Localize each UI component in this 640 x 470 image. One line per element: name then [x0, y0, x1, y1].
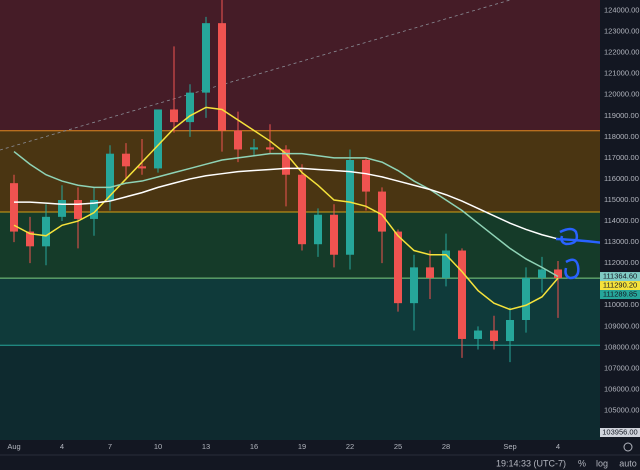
- candle-body: [42, 216, 50, 247]
- zone: [0, 345, 600, 440]
- y-tick-label: 112000.00: [604, 258, 639, 267]
- y-tick-label: 120000.00: [604, 90, 639, 99]
- x-tick-label: 13: [202, 442, 210, 451]
- candle-body: [442, 250, 450, 278]
- y-tick-label: 116000.00: [604, 174, 639, 183]
- price-label-bg: [600, 290, 640, 300]
- price-label-bg: [600, 281, 640, 291]
- y-tick-label: 117000.00: [604, 153, 639, 162]
- candle-body: [170, 109, 178, 123]
- x-tick-label: 4: [60, 442, 64, 451]
- x-tick-label: 4: [556, 442, 560, 451]
- y-tick-label: 124000.00: [604, 6, 639, 15]
- candle-body: [122, 153, 130, 167]
- y-tick-label: 113000.00: [604, 237, 639, 246]
- y-tick-label: 119000.00: [604, 111, 639, 120]
- moving-average: [13, 150, 559, 278]
- zone: [0, 0, 600, 131]
- candle-body: [10, 183, 18, 232]
- y-tick-label: 108000.00: [604, 342, 639, 351]
- candle-body: [362, 160, 370, 192]
- candle-body: [522, 277, 530, 320]
- y-tick-label: 105000.00: [604, 406, 639, 415]
- candle-body: [186, 92, 194, 123]
- settings-icon[interactable]: [623, 442, 633, 452]
- x-tick-label: 7: [108, 442, 112, 451]
- candle-body: [378, 191, 386, 232]
- candle-body: [458, 250, 466, 339]
- y-tick-label: 115000.00: [604, 195, 639, 204]
- price-label: 103956.00: [602, 427, 637, 436]
- y-tick-label: 122000.00: [604, 48, 639, 57]
- clock: 19:14:33 (UTC-7): [496, 458, 566, 468]
- x-tick-label: 25: [394, 442, 402, 451]
- trendline-drawing: [0, 0, 511, 151]
- candle-body: [474, 330, 482, 339]
- candle-body: [218, 23, 226, 131]
- y-tick-label: 106000.00: [604, 384, 639, 393]
- candle-body: [106, 153, 114, 200]
- x-tick-label: 19: [298, 442, 306, 451]
- y-tick-label: 107000.00: [604, 363, 639, 372]
- annotation-loop: [559, 227, 579, 246]
- annotation-loop: [564, 258, 580, 280]
- y-tick-label: 109000.00: [604, 321, 639, 330]
- candle-body: [90, 200, 98, 219]
- x-tick-label: 10: [154, 442, 162, 451]
- y-tick-label: 121000.00: [604, 69, 639, 78]
- y-tick-label: 110000.00: [604, 300, 639, 309]
- candle-body: [74, 200, 82, 219]
- y-tick-label: 118000.00: [604, 132, 639, 141]
- candle-body: [138, 166, 146, 169]
- candle-body: [346, 160, 354, 255]
- candle-body: [154, 109, 162, 169]
- candle-body: [298, 174, 306, 245]
- price-label: 111290.20: [603, 281, 637, 290]
- y-tick-label: 123000.00: [604, 27, 639, 36]
- toolbar: 19:14:33 (UTC-7) % log auto: [0, 442, 640, 468]
- toolbar-button[interactable]: log: [596, 458, 608, 468]
- moving-average: [14, 167, 559, 240]
- price-label: 111289.85: [603, 290, 637, 299]
- candle-body: [410, 267, 418, 304]
- candle-body: [250, 147, 258, 150]
- x-tick-label: 22: [346, 442, 354, 451]
- y-tick-label: 114000.00: [604, 216, 639, 225]
- candle-body: [26, 231, 34, 247]
- price-axis: [600, 0, 640, 440]
- toolbar-button[interactable]: auto: [619, 458, 637, 468]
- toolbar-button[interactable]: %: [578, 458, 586, 468]
- candle-body: [314, 214, 322, 245]
- candle-body: [554, 269, 562, 279]
- candle-body: [58, 200, 66, 217]
- candle-body: [490, 330, 498, 342]
- candle-body: [266, 147, 274, 150]
- candle-body: [538, 269, 546, 278]
- x-tick-label: 28: [442, 442, 450, 451]
- zone: [0, 278, 600, 346]
- candle-body: [202, 23, 210, 93]
- price-label-bg: [600, 272, 640, 282]
- candle-body: [330, 214, 338, 255]
- candle-body: [426, 267, 434, 278]
- x-tick-label: Sep: [503, 442, 516, 451]
- candle-body: [282, 149, 290, 175]
- x-tick-label: 16: [250, 442, 258, 451]
- candle-body: [394, 231, 402, 304]
- x-tick-label: Aug: [7, 442, 20, 451]
- candle-body: [234, 130, 242, 150]
- price-label-bg: [600, 428, 640, 438]
- price-label: 111364.60: [603, 272, 637, 281]
- candle-body: [506, 320, 514, 342]
